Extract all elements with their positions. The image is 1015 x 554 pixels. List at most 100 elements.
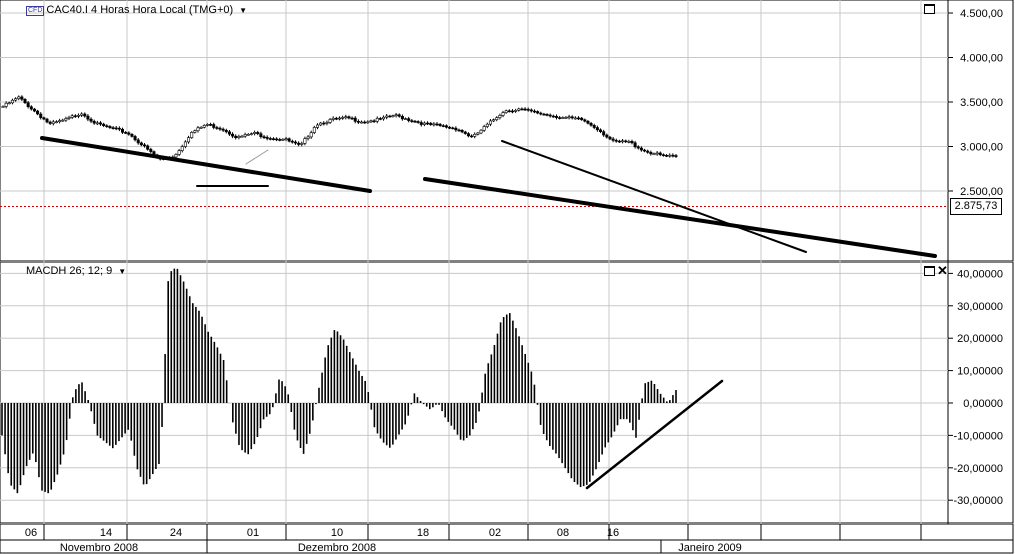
trendline-2[interactable] [423, 177, 937, 258]
price-candle-body [627, 141, 631, 143]
trendline-1[interactable] [40, 136, 372, 193]
price-candle-body [630, 141, 634, 144]
price-candle-body [95, 122, 99, 125]
price-candle-body [328, 119, 332, 123]
price-candle-body [674, 155, 678, 157]
time-axis-day-label: 16 [607, 527, 619, 539]
price-candle-body [404, 118, 408, 120]
price-candle-body [45, 118, 49, 123]
price-candle-body [20, 96, 24, 100]
price-candle-body [23, 99, 27, 104]
price-candle-body [649, 152, 653, 155]
price-candle-body [287, 138, 291, 142]
price-axis-label: 4.500,00 [960, 8, 1003, 20]
price-candle-body [665, 155, 669, 157]
trendline-3[interactable] [501, 140, 807, 253]
price-candle-body [243, 134, 247, 137]
price-candle-body [655, 152, 659, 155]
price-candle-body [325, 122, 329, 124]
time-axis-day-label: 01 [247, 527, 259, 539]
price-chart[interactable]: 4.500,00 4.000,00 3.500,00 3.000,00 2.500,00 [0, 0, 1015, 262]
price-candle-body [624, 140, 628, 143]
price-candle-body [495, 117, 499, 121]
price-candle-body [397, 114, 401, 117]
price-candle-body [466, 133, 470, 137]
price-candle-body [187, 137, 191, 143]
time-axis-day-label: 10 [331, 527, 343, 539]
macd-chart[interactable]: 40,00000 30,00000 20,00000 10,00000 0,00000 -… [0, 262, 1015, 524]
price-candle-body [337, 117, 341, 120]
price-candle-body [177, 150, 181, 155]
time-axis-month-label: Dezembro 2008 [298, 542, 376, 554]
price-candle-body [476, 132, 480, 135]
price-candle-body [249, 133, 253, 135]
price-candle-body [507, 110, 511, 113]
price-candle-body [492, 119, 496, 122]
price-candle-body [105, 125, 109, 128]
price-candle-body [32, 108, 36, 112]
price-candle-body [237, 136, 241, 138]
price-candle-body [202, 125, 206, 128]
macd-histogram [1, 268, 677, 494]
macd-axis-label: -20,00000 [953, 463, 1003, 475]
price-candle-body [416, 121, 420, 123]
price-candle-body [448, 126, 452, 129]
time-axis-day-label: 06 [25, 527, 37, 539]
time-axis-day-label: 18 [417, 527, 429, 539]
price-candle-body [363, 121, 367, 124]
price-candle-body [297, 142, 301, 145]
trendlines[interactable] [40, 136, 937, 258]
macd-pane-close-icon[interactable]: ✕ [937, 263, 948, 278]
price-candle-body [523, 108, 527, 111]
price-candle-body [133, 136, 137, 141]
price-candle-body [551, 115, 555, 118]
time-axis-month-label: Janeiro 2009 [678, 542, 742, 554]
price-candle-body [419, 122, 423, 125]
price-candle-body [108, 126, 112, 128]
price-candle-body [510, 110, 514, 113]
symbol-dropdown-icon[interactable]: ▼ [239, 6, 248, 15]
price-candle-body [262, 136, 266, 138]
price-candle-body [10, 99, 14, 104]
price-candles [1, 95, 678, 161]
trendline-thin[interactable] [245, 149, 269, 165]
price-candle-body [334, 117, 338, 120]
price-candle-body [67, 117, 71, 119]
price-candle-body [441, 125, 445, 127]
price-candle-body [315, 124, 319, 128]
price-pane-header: CFD CAC40.I 4 Horas Hora Local (TMG+0) ▼ [26, 4, 247, 17]
time-axis-month-label: Novembro 2008 [60, 542, 138, 554]
price-candle-body [451, 127, 455, 130]
macd-pane-maximize-icon[interactable] [924, 266, 935, 276]
price-candle-body [278, 139, 282, 141]
price-axis-label: 4.000,00 [960, 53, 1003, 65]
symbol-title[interactable]: CAC40.I 4 Horas Hora Local (TMG+0) [46, 4, 234, 16]
price-candle-body [259, 133, 263, 137]
price-candle-body [643, 149, 647, 152]
price-pane-maximize-icon[interactable] [924, 4, 935, 14]
price-candle-body [382, 116, 386, 120]
price-candle-body [369, 120, 373, 123]
indicator-dropdown-icon[interactable]: ▼ [118, 267, 127, 276]
price-candle-body [114, 127, 118, 130]
price-candle-body [240, 135, 244, 138]
price-candle-body [422, 122, 426, 125]
price-axis-label: 2.500,00 [960, 186, 1003, 198]
time-axis-frame [0, 524, 1014, 554]
price-candle-body [482, 126, 486, 131]
indicator-title[interactable]: MACDH 26; 12; 9 [26, 265, 113, 277]
macd-trendline[interactable] [585, 379, 724, 490]
price-candle-body [26, 102, 30, 108]
price-candle-body [98, 122, 102, 125]
price-candle-body [435, 123, 439, 126]
price-candle-body [444, 125, 448, 128]
time-axis[interactable]: 06 14 24 01 10 18 02 08 16 Novembro 2008 Dezembro … [0, 524, 1015, 554]
macd-axis-label: -10,00000 [953, 430, 1003, 442]
price-candle-body [545, 114, 549, 116]
price-candle-body [39, 113, 43, 118]
price-candle-body [218, 127, 222, 130]
price-candle-body [246, 134, 250, 136]
price-candle-body [319, 122, 323, 126]
price-candle-body [268, 138, 272, 140]
price-candle-body [196, 127, 200, 132]
